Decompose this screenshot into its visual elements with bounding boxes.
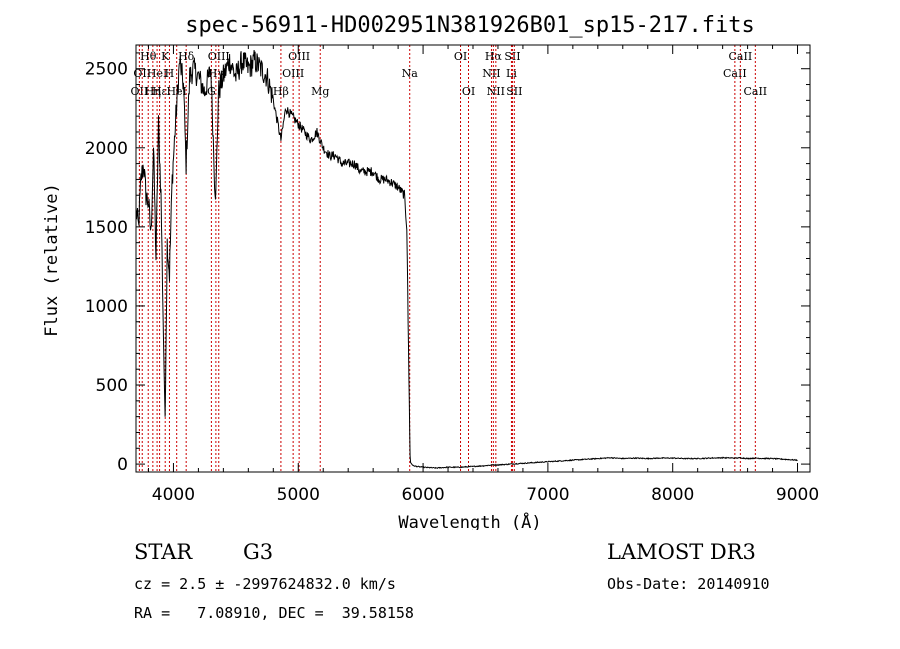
line-label: Li [506,67,517,80]
line-label: Hε [152,85,168,98]
plot-area: 4000 5000 6000 7000 8000 9000 0 500 1000 1500 2000… [85,44,819,505]
line-label: Mg [311,85,329,98]
y-tick-label: 2000 [85,139,128,159]
object-class: STAR [134,540,193,564]
y-tick-label: 1000 [85,297,128,317]
chart-title: spec-56911-HD002951N381926B01_sp15-217.f… [185,13,755,38]
line-label: K [161,50,170,63]
line-label: NII [482,67,500,80]
y-tick-label: 500 [96,376,128,396]
line-label: OII [133,67,151,80]
line-label: OIII [288,50,310,63]
obs-date: Obs-Date: 20140910 [607,575,770,593]
x-tick-label: 4000 [152,485,195,505]
object-subclass: G3 [243,540,274,564]
redshift-text: cz = 2.5 ± -2997624832.0 km/s [134,575,396,593]
line-label: OII [131,85,149,98]
x-tick-label: 5000 [277,485,320,505]
y-axis-label: Flux (relative) [42,183,62,337]
line-label: OI [462,85,475,98]
line-label: CaII [723,67,747,80]
x-tick-label: 7000 [526,485,569,505]
coordinates: RA = 7.08910, DEC = 39.58158 [134,604,414,622]
x-tick-label: 9000 [776,485,819,505]
line-label: Hθ [140,50,157,63]
line-label: Hα [485,50,503,63]
line-label: NII [487,85,505,98]
line-label: OIII [208,50,230,63]
line-label: H [165,67,175,80]
y-tick-label: 0 [117,455,128,475]
spectrum-line [135,49,798,469]
line-label: OIII [282,67,304,80]
line-label: Hδ [178,50,195,63]
line-label: HeI [147,67,167,80]
y-tick-label: 2500 [85,60,128,80]
spectrum-chart: spec-56911-HD002951N381926B01_sp15-217.f… [42,13,819,530]
survey-name: LAMOST DR3 [607,540,756,564]
x-tick-label: 8000 [651,485,694,505]
x-tick-label: 6000 [401,485,444,505]
x-axis-label: Wavelength (Å) [398,511,541,530]
emission-lines: OIIOIIHθHηHeIHεKHHeIHδGHγOIIIHβOIIIOIIIM… [131,45,767,472]
line-label: Na [402,67,419,80]
line-label: CaII [729,50,753,63]
line-label: OI [454,50,467,63]
line-label: SII [504,50,520,63]
line-label: SII [506,85,522,98]
y-tick-label: 1500 [85,218,128,238]
plot-frame [135,44,811,473]
line-label: CaII [743,85,767,98]
line-label: Hβ [273,85,289,98]
